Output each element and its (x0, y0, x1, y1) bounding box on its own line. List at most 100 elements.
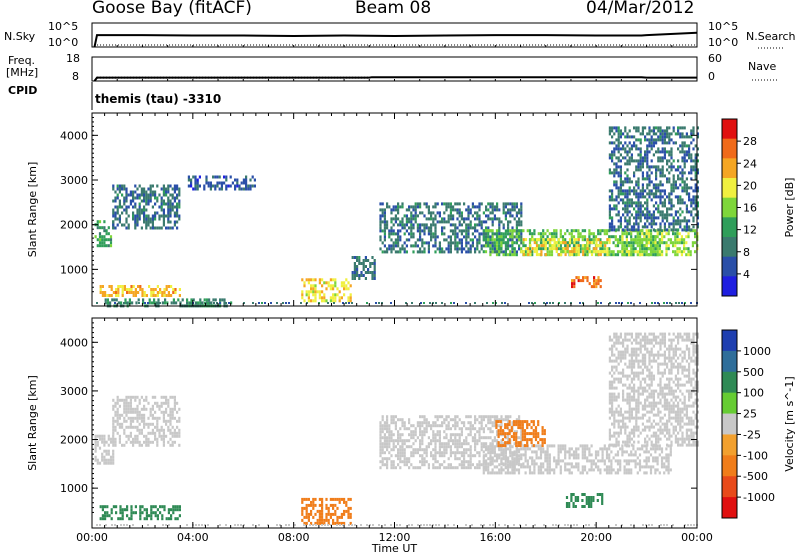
data-cell (332, 522, 334, 525)
data-cell (210, 302, 212, 304)
data-cell (152, 432, 154, 435)
data-cell (125, 227, 127, 230)
data-cell (498, 220, 500, 223)
data-cell (655, 174, 657, 177)
data-cell (522, 462, 524, 465)
data-cell (540, 447, 542, 450)
data-cell (692, 129, 694, 132)
data-cell (358, 262, 360, 265)
data-cell (613, 132, 615, 135)
data-cell (646, 162, 648, 165)
data-cell (310, 290, 312, 293)
data-cell (695, 171, 697, 174)
data-cell (163, 200, 165, 203)
data-cell (678, 302, 680, 304)
data-cell (509, 244, 511, 247)
data-cell (580, 279, 582, 282)
data-cell (114, 420, 116, 423)
data-cell (415, 466, 417, 469)
data-cell (470, 238, 472, 241)
data-cell (500, 235, 502, 238)
data-cell (106, 244, 108, 247)
data-cell (114, 191, 116, 194)
data-cell (504, 444, 506, 447)
data-cell (633, 174, 635, 177)
data-cell (314, 287, 316, 290)
data-cell (114, 444, 116, 447)
data-cell (531, 456, 533, 459)
data-cell (141, 432, 143, 435)
data-cell (670, 228, 672, 231)
data-cell (169, 420, 171, 423)
data-cell (386, 421, 388, 424)
data-cell (677, 198, 679, 201)
data-cell (108, 285, 110, 288)
data-cell (448, 220, 450, 223)
data-cell (434, 241, 436, 244)
data-cell (553, 471, 555, 474)
data-cell (523, 250, 525, 253)
data-cell (688, 171, 690, 174)
data-cell (474, 211, 476, 214)
data-cell (386, 418, 388, 421)
data-cell (397, 442, 399, 445)
data-cell (323, 299, 325, 302)
data-cell (587, 253, 589, 256)
data-cell (659, 171, 661, 174)
data-cell (624, 216, 626, 219)
data-cell (404, 424, 406, 427)
data-cell (677, 126, 679, 129)
data-cell (384, 442, 386, 445)
data-cell (430, 226, 432, 229)
data-cell (165, 435, 167, 438)
data-cell (434, 223, 436, 226)
data-cell (553, 444, 555, 447)
data-cell (690, 129, 692, 132)
data-cell (216, 176, 218, 179)
data-cell (472, 439, 474, 442)
data-cell (443, 454, 445, 457)
data-cell (443, 448, 445, 451)
data-cell (467, 223, 469, 226)
data-cell (143, 423, 145, 426)
data-cell (666, 168, 668, 171)
data-cell (564, 447, 566, 450)
data-cell (646, 138, 648, 141)
data-cell (474, 302, 476, 304)
data-cell (454, 424, 456, 427)
data-cell (113, 291, 115, 294)
data-cell (642, 129, 644, 132)
data-cell (635, 138, 637, 141)
data-cell (626, 462, 628, 465)
data-cell (624, 129, 626, 132)
data-cell (622, 207, 624, 210)
data-cell (672, 250, 674, 253)
data-cell (571, 253, 573, 256)
data-cell (618, 147, 620, 150)
data-cell (443, 442, 445, 445)
data-cell (564, 444, 566, 447)
data-cell (108, 232, 110, 235)
data-cell (382, 442, 384, 445)
data-cell (626, 198, 628, 201)
data-cell (536, 444, 538, 447)
data-cell (167, 197, 169, 200)
data-cell (489, 217, 491, 220)
data-cell (507, 226, 509, 229)
data-cell (343, 287, 345, 290)
data-cell (341, 513, 343, 516)
data-cell (582, 276, 584, 279)
data-cell (626, 180, 628, 183)
data-cell (520, 420, 522, 423)
data-cell (635, 168, 637, 171)
data-cell (399, 436, 401, 439)
data-cell (445, 433, 447, 436)
data-cell (571, 462, 573, 465)
data-cell (608, 468, 610, 471)
data-cell (369, 271, 371, 274)
data-cell (221, 188, 223, 191)
data-cell (114, 212, 116, 215)
data-cell (624, 195, 626, 198)
data-cell (529, 232, 531, 235)
data-cell (618, 201, 620, 204)
